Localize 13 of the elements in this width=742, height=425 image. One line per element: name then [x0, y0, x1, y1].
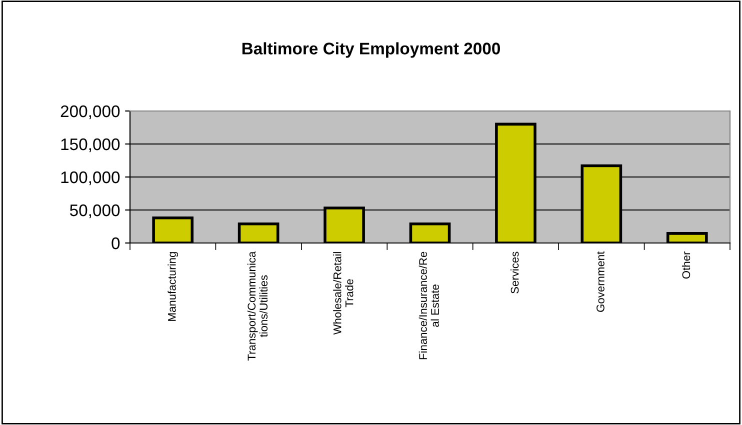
x-tick-label: Government [596, 251, 604, 312]
y-tick-label: 150,000 [61, 138, 120, 152]
y-tick-label: 0 [112, 237, 120, 250]
y-tick-label: 200,000 [60, 105, 120, 120]
x-tick-label: Finance/Insurance/Re al Estate [418, 252, 439, 360]
x-tick-label: Transport/Communica tions/Utilities [247, 251, 268, 361]
x-tick-label: Other [682, 252, 690, 279]
x-tick-label: Manufacturing [168, 252, 178, 321]
y-tick-label: 50,000 [70, 204, 120, 218]
x-tick-label: Wholesale/Retail Trade [333, 252, 354, 335]
chart-title: Baltimore City Employment 2000 [242, 42, 500, 58]
y-tick-label: 100,000 [61, 171, 120, 186]
x-tick-label: Services [510, 252, 519, 294]
